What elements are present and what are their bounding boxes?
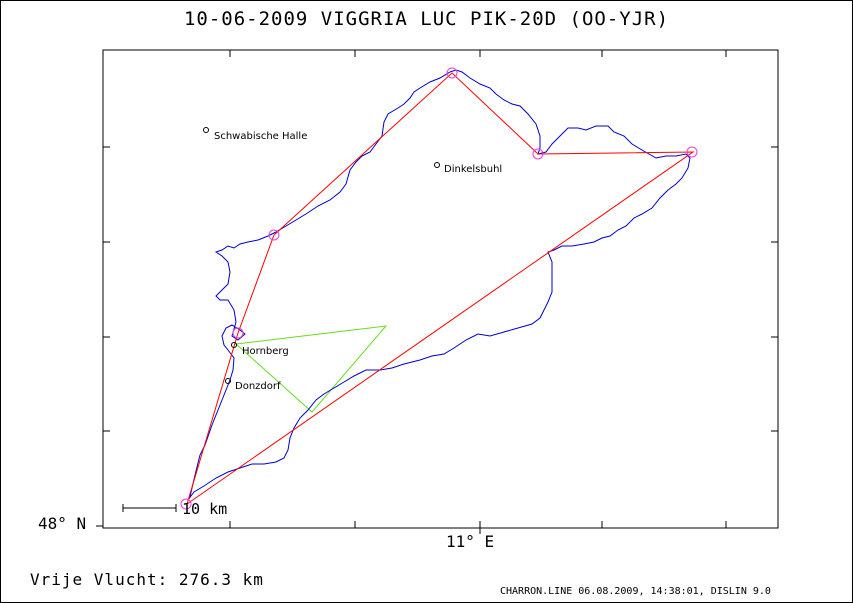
longitude-label: 11° E [446, 532, 495, 551]
turnpoint-start [180, 498, 192, 510]
town-label: Donzdorf [235, 381, 281, 392]
footer-text: CHARRON.LINE 06.08.2009, 14:38:01, DISLI… [500, 586, 771, 597]
latitude-label: 48° N [38, 514, 87, 533]
axis-ticks [96, 50, 778, 534]
map-title: 10-06-2009 VIGGRIA LUC PIK-20D (OO-YJR) [183, 8, 670, 30]
triangle-route [235, 325, 388, 413]
town-hornberg: Hornberg [231, 342, 289, 357]
plot-area [102, 49, 779, 529]
turnpoint-3 [446, 67, 458, 79]
turnpoints [180, 67, 698, 510]
turnpoint-5 [686, 146, 698, 158]
task-route [186, 72, 695, 505]
distance-text: Vrije Vlucht: 276.3 km [30, 570, 264, 589]
town-label: Hornberg [242, 346, 289, 357]
town-schwabische-halle: Schwabische Halle [203, 127, 307, 142]
turnpoint-2 [268, 229, 280, 241]
scale-label: 10 km [182, 500, 227, 518]
turnpoint-4 [532, 148, 544, 160]
town-donzdorf: Donzdorf [225, 378, 281, 392]
scale-bar: 10 km [122, 500, 227, 518]
town-label: Schwabische Halle [214, 131, 307, 142]
town-dinkelsbuhl: Dinkelsbuhl [434, 162, 502, 175]
town-label: Dinkelsbuhl [444, 164, 502, 175]
turnpoint-1 [232, 327, 244, 339]
